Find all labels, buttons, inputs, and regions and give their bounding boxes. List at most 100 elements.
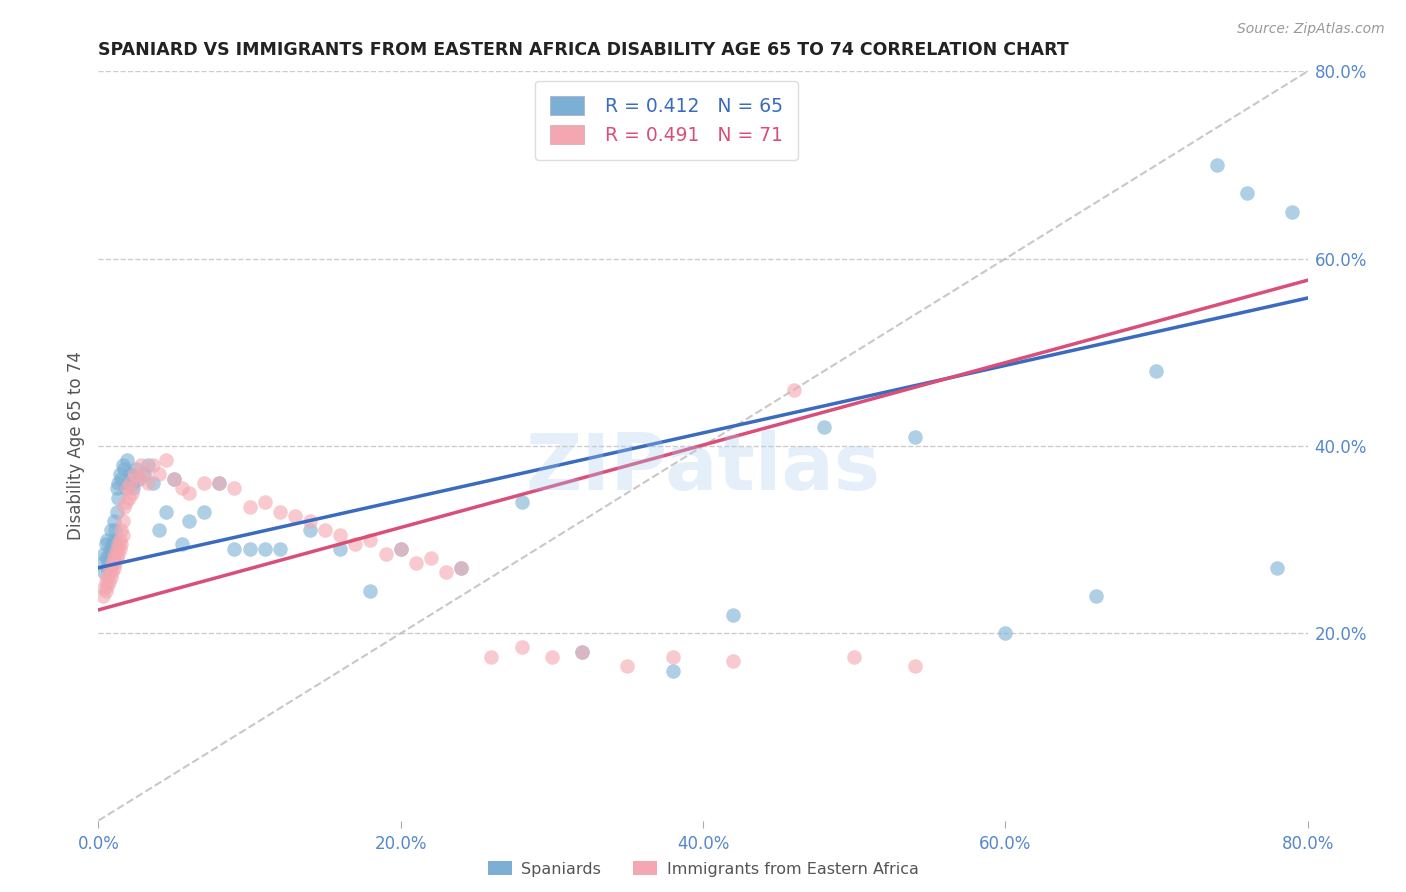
Point [98, 556, 121, 570]
Point [129, 458, 152, 472]
Point [193, 476, 215, 491]
Point [101, 556, 124, 570]
Point [299, 514, 322, 528]
Point [510, 495, 533, 509]
Point [108, 467, 131, 482]
Point [110, 472, 132, 486]
Point [125, 462, 148, 476]
Point [93, 582, 115, 596]
Legend:  R = 0.412   N = 65,  R = 0.491   N = 71: R = 0.412 N = 65, R = 0.491 N = 71 [536, 81, 799, 160]
Point [844, 649, 866, 664]
Point [132, 467, 155, 482]
Point [104, 547, 127, 561]
Point [405, 556, 427, 570]
Point [299, 524, 322, 538]
Point [661, 649, 683, 664]
Point [101, 566, 124, 580]
Point [103, 533, 125, 547]
Point [148, 524, 170, 538]
Point [616, 659, 638, 673]
Text: ZIPatlas: ZIPatlas [526, 431, 880, 507]
Point [155, 505, 177, 519]
Point [103, 561, 125, 575]
Point [94, 537, 117, 551]
Point [100, 524, 122, 538]
Point [104, 556, 127, 570]
Point [120, 467, 142, 482]
Point [98, 566, 121, 580]
Point [389, 542, 412, 557]
Point [105, 505, 128, 519]
Point [115, 481, 138, 495]
Point [450, 561, 472, 575]
Point [107, 547, 129, 561]
Point [994, 626, 1017, 640]
Point [163, 472, 186, 486]
Legend: Spaniards, Immigrants from Eastern Africa: Spaniards, Immigrants from Eastern Afric… [481, 855, 925, 883]
Point [101, 547, 124, 561]
Point [104, 537, 127, 551]
Point [269, 505, 291, 519]
Point [170, 537, 193, 551]
Point [105, 542, 128, 557]
Point [111, 458, 134, 472]
Point [122, 481, 145, 495]
Point [224, 542, 246, 557]
Point [360, 584, 382, 599]
Point [253, 542, 276, 557]
Point [94, 584, 117, 599]
Point [111, 528, 134, 542]
Point [540, 649, 562, 664]
Point [163, 472, 186, 486]
Point [1085, 589, 1108, 603]
Point [904, 430, 927, 444]
Point [120, 476, 142, 491]
Y-axis label: Disability Age 65 to 74: Disability Age 65 to 74 [66, 351, 84, 541]
Point [329, 542, 352, 557]
Point [132, 467, 155, 482]
Point [107, 476, 129, 491]
Point [107, 537, 129, 551]
Point [108, 533, 131, 547]
Point [904, 659, 927, 673]
Point [571, 645, 593, 659]
Point [98, 547, 121, 561]
Point [121, 486, 143, 500]
Point [329, 528, 352, 542]
Point [114, 495, 136, 509]
Point [136, 476, 159, 491]
Point [208, 476, 231, 491]
Point [314, 524, 336, 538]
Point [1206, 158, 1229, 172]
Point [450, 561, 472, 575]
Point [110, 524, 132, 538]
Point [170, 481, 193, 495]
Point [127, 472, 149, 486]
Point [100, 570, 122, 584]
Point [96, 580, 118, 594]
Point [813, 420, 835, 434]
Point [118, 476, 141, 491]
Point [510, 640, 533, 655]
Point [253, 495, 276, 509]
Point [121, 476, 143, 491]
Point [224, 481, 246, 495]
Point [91, 556, 114, 570]
Point [239, 542, 262, 557]
Point [94, 551, 117, 566]
Point [193, 505, 215, 519]
Point [344, 537, 367, 551]
Point [112, 462, 135, 476]
Point [93, 547, 115, 561]
Point [96, 570, 118, 584]
Point [571, 645, 593, 659]
Text: Source: ZipAtlas.com: Source: ZipAtlas.com [1237, 22, 1385, 37]
Point [1144, 364, 1167, 378]
Point [101, 537, 124, 551]
Point [104, 524, 127, 538]
Point [93, 566, 115, 580]
Point [155, 453, 177, 467]
Point [96, 533, 118, 547]
Point [115, 453, 138, 467]
Point [107, 491, 129, 505]
